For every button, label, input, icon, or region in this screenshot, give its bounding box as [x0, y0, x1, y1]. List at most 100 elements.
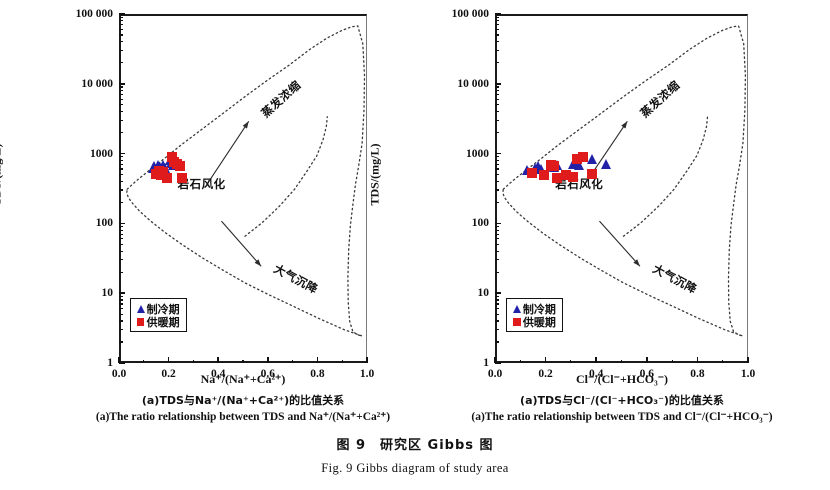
- y-tick-minor: [119, 313, 123, 315]
- y-tick-minor: [495, 180, 499, 182]
- x-tick-label: 0.0: [111, 368, 127, 380]
- y-tick-label: 1: [107, 357, 113, 369]
- y-tick-minor: [495, 168, 499, 170]
- x-tick-major: [118, 357, 120, 363]
- y-tick-minor: [119, 308, 123, 310]
- data-point-triangle: [536, 164, 547, 175]
- legend-swatch: [512, 304, 521, 313]
- x-tick-minor: [341, 359, 343, 363]
- y-tick-minor: [119, 329, 123, 331]
- y-tick-minor: [495, 62, 499, 64]
- legend-item-cooling[interactable]: 制冷期: [135, 302, 180, 316]
- x-tick-major: [646, 357, 648, 363]
- y-tick-major: [495, 222, 501, 225]
- legend-swatch: [513, 318, 521, 326]
- y-tick-label: 100: [471, 217, 489, 230]
- zone-label-rock-weathering: 岩石风化: [555, 177, 604, 192]
- x-tick-minor: [519, 359, 521, 363]
- y-tick-minor: [495, 229, 499, 231]
- y-tick-major: [495, 362, 501, 364]
- data-point-square: [162, 173, 173, 184]
- y-tick-minor: [119, 20, 123, 22]
- legend-item-heating[interactable]: 供暖期: [135, 315, 180, 329]
- x-tick-major: [747, 357, 749, 363]
- y-tick-label: 10 000: [81, 77, 113, 90]
- y-tick-label: 10: [477, 287, 490, 300]
- y-tick-major: [495, 292, 501, 294]
- triangle-marker-icon: [511, 304, 523, 313]
- y-tick-major: [495, 83, 501, 85]
- y-tick-minor: [495, 189, 499, 191]
- y-tick-minor: [495, 243, 499, 245]
- x-tick-major: [167, 357, 170, 363]
- y-tick-minor: [119, 16, 123, 18]
- y-tick-major: [495, 13, 501, 15]
- figure-caption-cn: 图 9 研究区 Gibbs 图: [336, 438, 494, 453]
- data-point-square: [176, 173, 187, 184]
- x-tick-label: 1.0: [359, 368, 375, 380]
- y-tick-minor: [119, 189, 123, 191]
- y-tick-minor: [495, 303, 499, 305]
- precipitation-arrow: [221, 220, 262, 267]
- chart-legend[interactable]: 制冷期 供暖期: [505, 298, 563, 333]
- legend-label: 供暖期: [522, 315, 556, 329]
- sub-caption-en-a: (a)The ratio relationship between TDS an…: [95, 411, 391, 423]
- y-tick-minor: [495, 104, 499, 106]
- gibbs-boundary-waist: [622, 116, 709, 237]
- y-tick-minor: [495, 238, 499, 240]
- y-tick-minor: [119, 24, 123, 26]
- y-tick-minor: [119, 94, 123, 96]
- y-tick-minor: [119, 271, 123, 273]
- y-tick-minor: [119, 62, 123, 64]
- x-tick-major: [217, 357, 219, 363]
- legend-item-heating[interactable]: 供暖期: [511, 315, 556, 329]
- zone-label-rock-weathering: 岩石风化: [177, 177, 226, 192]
- y-tick-minor: [495, 49, 499, 52]
- y-tick-minor: [119, 168, 123, 170]
- y-tick-minor: [495, 24, 499, 26]
- y-tick-minor: [119, 295, 123, 297]
- x-tick-major: [494, 357, 496, 363]
- chart-panel-b: 蒸发浓缩 岩石风化 大气沉降 制冷期 供暖期 TDS/(mg/L) Cl⁻/(Cl⁻+H…: [368, 0, 830, 425]
- y-tick-minor: [119, 320, 123, 322]
- x-tick-label: 0.0: [487, 368, 503, 380]
- y-tick-label: 100 000: [451, 8, 489, 20]
- square-marker-icon: [511, 318, 523, 326]
- x-tick-major: [595, 357, 597, 363]
- x-tick-major: [696, 357, 699, 363]
- y-tick-major: [119, 13, 125, 15]
- chart-legend[interactable]: 制冷期 供暖期: [129, 298, 187, 333]
- sub-caption-cn-a: (a)TDS与Na⁺/(Na⁺+Ca²⁺)的比值关系: [141, 394, 345, 407]
- legend-label: 制冷期: [146, 302, 180, 316]
- x-tick-minor: [192, 359, 194, 363]
- x-tick-label: 0.6: [639, 368, 654, 380]
- y-tick-minor: [119, 156, 123, 158]
- y-tick-minor: [495, 329, 499, 331]
- y-tick-minor: [495, 163, 499, 165]
- y-tick-minor: [119, 299, 123, 301]
- y-tick-minor: [119, 34, 123, 36]
- x-tick-minor: [570, 359, 572, 363]
- y-tick-minor: [495, 20, 499, 22]
- y-tick-minor: [495, 225, 499, 228]
- data-point-triangle: [521, 165, 532, 176]
- y-tick-minor: [119, 28, 123, 31]
- y-tick-major: [119, 222, 125, 225]
- y-tick-minor: [495, 295, 499, 297]
- y-axis-label-b: TDS/(mg/L): [367, 143, 382, 206]
- y-tick-minor: [119, 233, 123, 235]
- x-tick-minor: [722, 359, 724, 363]
- plot-frame-a: 蒸发浓缩 岩石风化 大气沉降 制冷期 供暖期: [119, 14, 367, 363]
- data-point-square: [174, 161, 185, 172]
- data-point-square: [560, 170, 571, 181]
- y-tick-minor: [495, 159, 499, 161]
- legend-item-cooling[interactable]: 制冷期: [511, 302, 556, 316]
- evaporation-arrow: [206, 120, 250, 186]
- y-tick-minor: [119, 303, 123, 305]
- y-tick-minor: [495, 299, 499, 301]
- y-tick-minor: [495, 250, 499, 252]
- y-tick-minor: [495, 98, 499, 100]
- x-tick-major: [267, 357, 269, 363]
- figure-caption-en: Fig. 9 Gibbs diagram of study area: [321, 461, 509, 475]
- x-axis-label-b: Cl⁻/(Cl⁻+HCO₃⁻): [575, 372, 669, 386]
